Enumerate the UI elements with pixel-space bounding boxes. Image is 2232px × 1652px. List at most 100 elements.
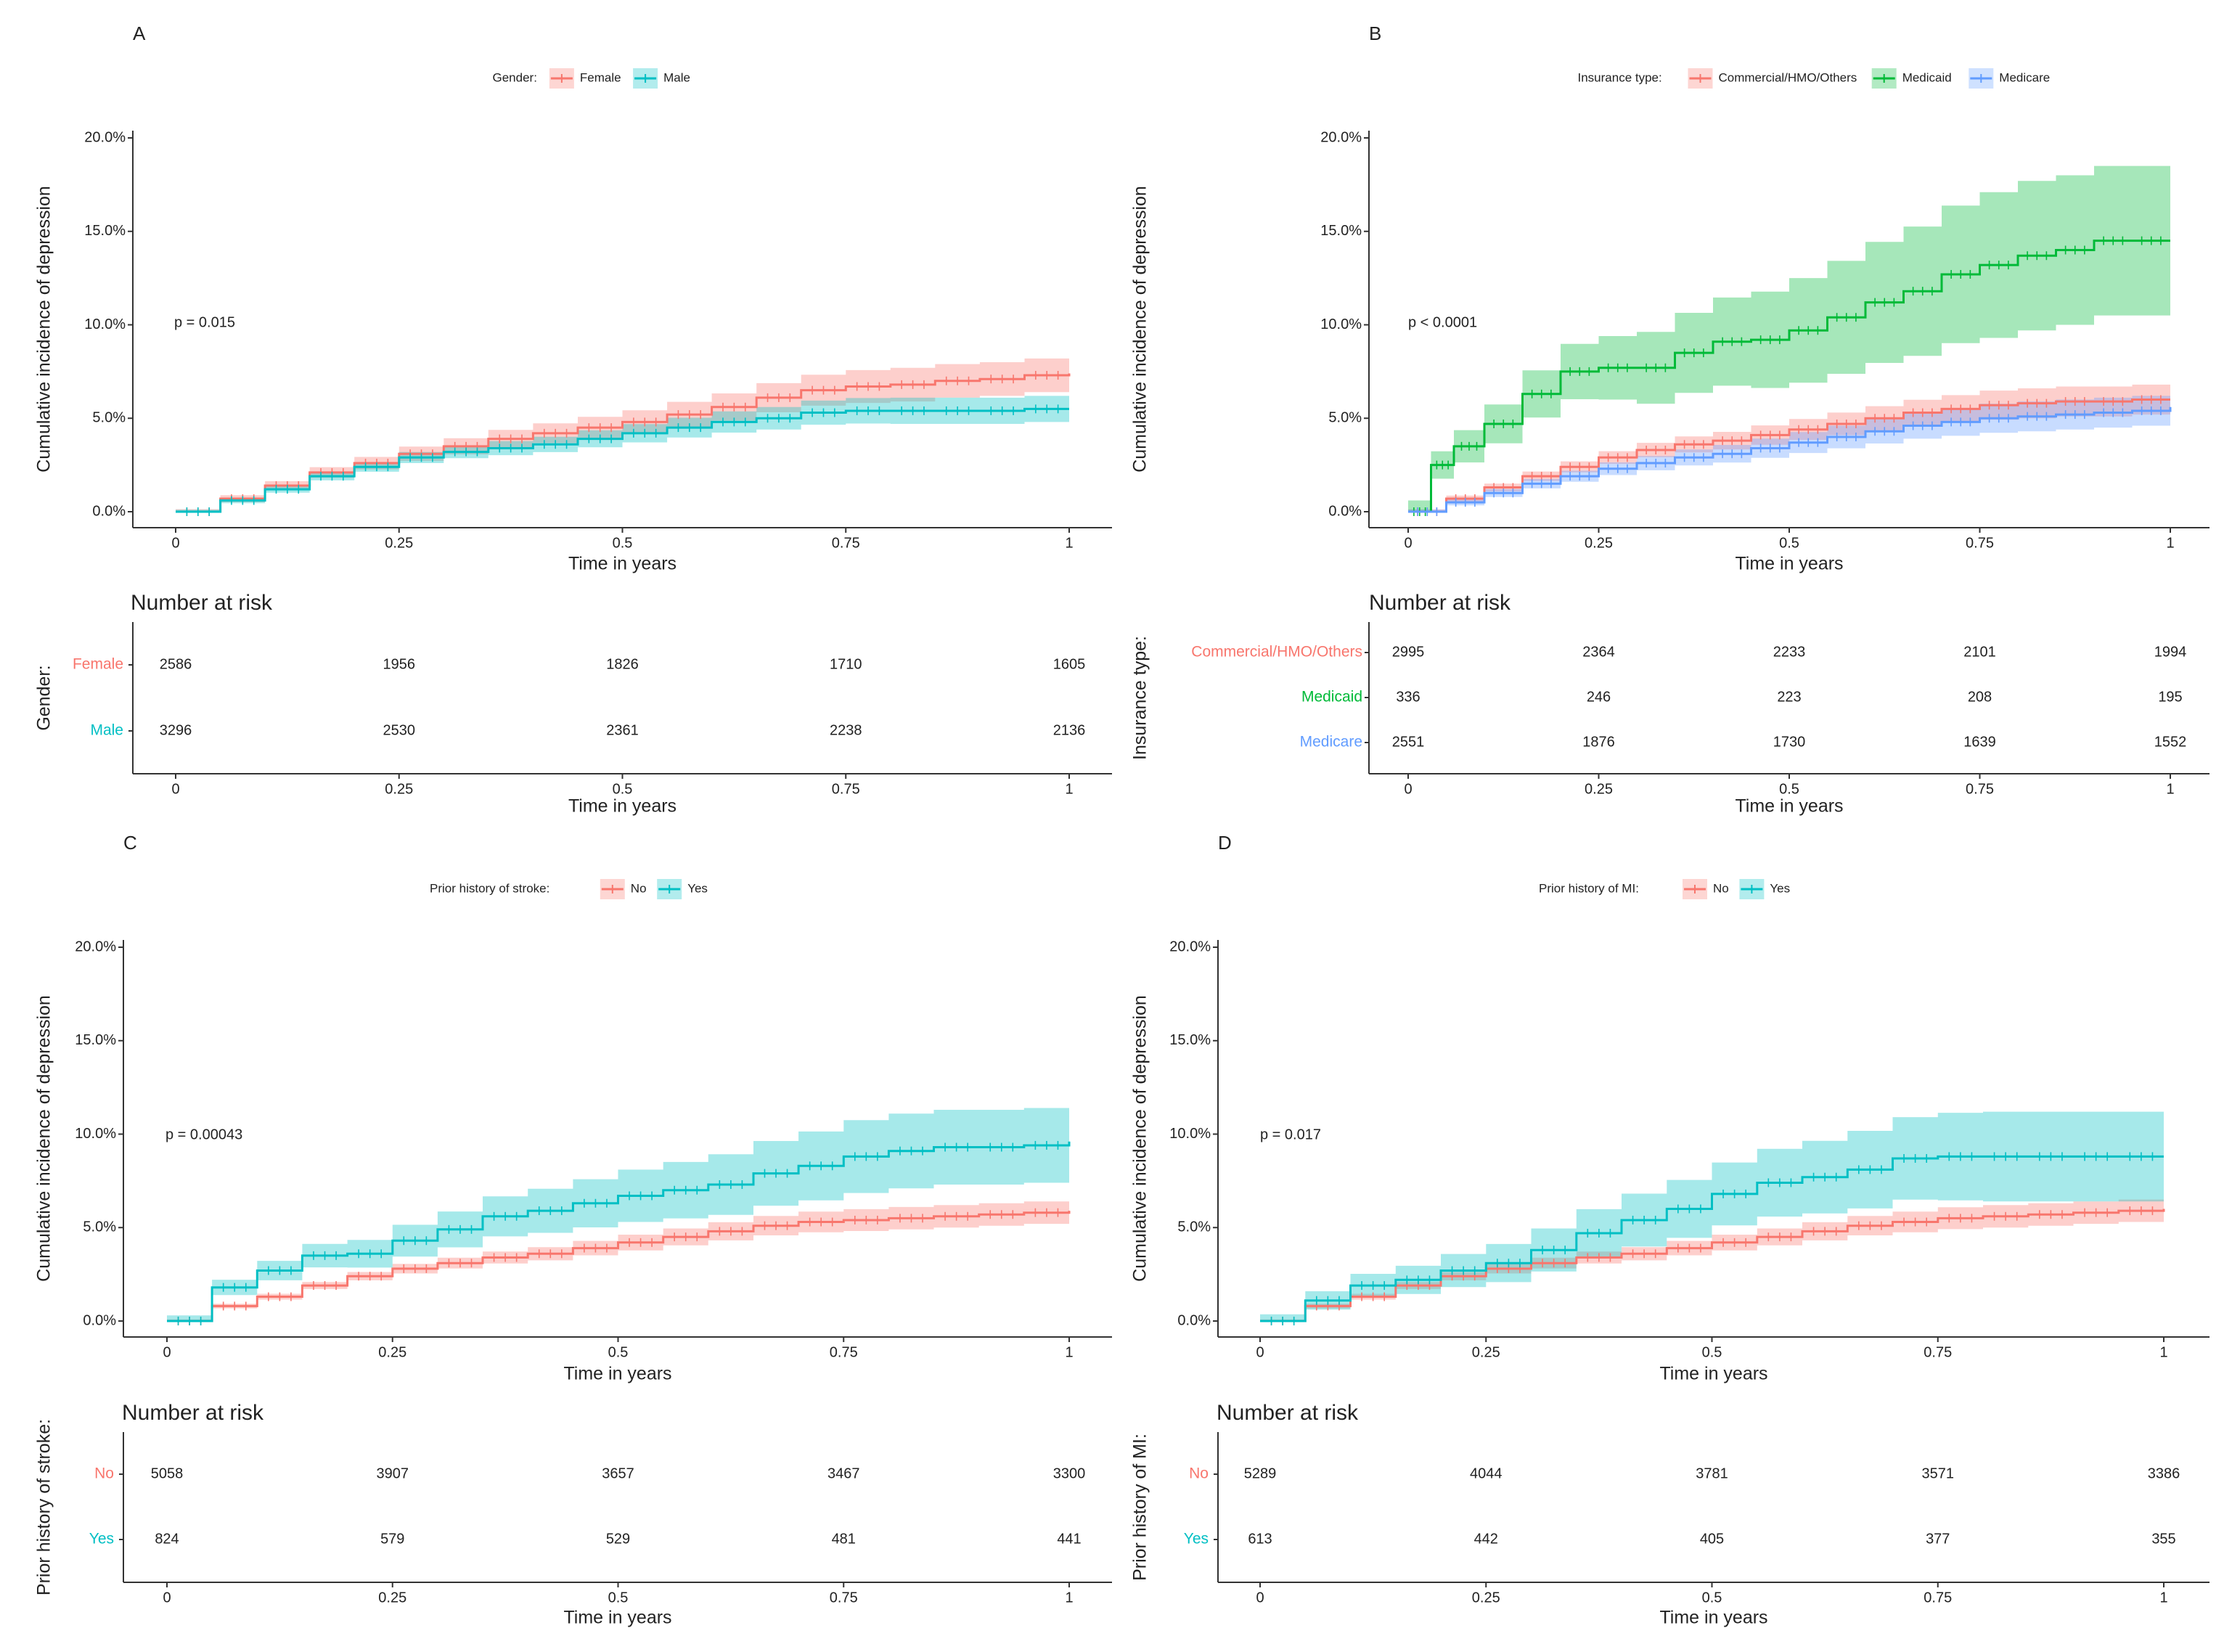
- x-axis-label: Time in years: [563, 1364, 671, 1384]
- risk-table-title: Number at risk: [1369, 591, 1511, 615]
- risk-x-axis-label: Time in years: [563, 1608, 671, 1628]
- risk-cell: 2101: [1963, 644, 1996, 660]
- risk-table: Number at risk No 5289 4044 3781 3571 3386 Yes 6…: [1130, 1401, 2209, 1628]
- risk-x-tick-label: 0.5: [608, 1590, 629, 1606]
- risk-cell: 1956: [383, 656, 416, 672]
- censor-marks: [186, 404, 1059, 516]
- legend-entry: Yes: [687, 881, 708, 895]
- risk-cell: 377: [1926, 1531, 1950, 1547]
- panel-b: B Insurance type: Commercial/HMO/Others Med…: [1130, 23, 2209, 817]
- risk-x-axis-label: Time in years: [568, 796, 676, 817]
- x-axis-label: Time in years: [1659, 1364, 1767, 1384]
- legend-title: Insurance type:: [1578, 70, 1662, 84]
- risk-table: Number at risk Female 2586 1956 1826 1710 1605…: [34, 591, 1112, 817]
- risk-cell: 223: [1777, 689, 1801, 705]
- censor-marks: [1270, 1152, 2154, 1325]
- risk-cell: 1730: [1773, 734, 1806, 750]
- x-tick-label: 0: [1256, 1344, 1264, 1360]
- legend: Prior history of stroke: No Yes: [430, 879, 708, 899]
- censor-marks: [177, 1140, 1059, 1325]
- y-tick-label: 20.0%: [75, 939, 116, 954]
- risk-row-label: Male: [90, 722, 123, 739]
- x-tick-label: 0: [171, 535, 179, 551]
- x-tick-label: 0: [1404, 535, 1412, 551]
- legend: Prior history of MI: No Yes: [1539, 879, 1790, 899]
- risk-x-tick-label: 0.25: [385, 781, 413, 797]
- x-tick-label: 1: [1065, 535, 1073, 551]
- series-line-yes: [1260, 1155, 2164, 1322]
- risk-cell: 3300: [1053, 1465, 1086, 1481]
- legend: Gender: Female Male: [493, 68, 690, 89]
- risk-cell: 405: [1700, 1531, 1724, 1547]
- x-tick-label: 0.5: [1702, 1344, 1722, 1360]
- x-tick-label: 0.5: [613, 535, 633, 551]
- legend-entry: No: [1713, 881, 1729, 895]
- risk-cell: 1605: [1053, 656, 1086, 672]
- risk-strata-title: Insurance type:: [1130, 636, 1150, 760]
- x-tick-label: 0.75: [832, 535, 860, 551]
- risk-cell: 195: [2158, 689, 2182, 705]
- risk-x-tick-label: 0.5: [613, 781, 633, 797]
- risk-cell: 5058: [151, 1465, 184, 1481]
- risk-cell: 441: [1057, 1531, 1081, 1547]
- y-tick-label: 0.0%: [83, 1312, 116, 1328]
- y-tick-label: 0.0%: [92, 503, 126, 519]
- risk-x-axis-label: Time in years: [1735, 796, 1843, 817]
- p-value: p = 0.017: [1260, 1126, 1321, 1142]
- risk-strata-title: Gender:: [34, 665, 54, 730]
- risk-row-label: No: [94, 1465, 114, 1482]
- risk-table: Number at risk Commercial/HMO/Others 2995 2…: [1130, 591, 2209, 817]
- censor-marks: [1413, 236, 2162, 516]
- x-tick-label: 1: [2159, 1344, 2167, 1360]
- x-tick-label: 1: [1065, 1344, 1073, 1360]
- risk-cell: 3386: [2148, 1465, 2180, 1481]
- risk-strata-title: Prior history of MI:: [1130, 1434, 1150, 1581]
- risk-cell: 3657: [602, 1465, 634, 1481]
- risk-cell: 2361: [606, 722, 639, 738]
- risk-cell: 2551: [1392, 734, 1425, 750]
- legend-entry: Medicare: [1999, 70, 2050, 84]
- y-tick-label: 15.0%: [84, 223, 126, 239]
- risk-cell: 1552: [2154, 734, 2187, 750]
- risk-cell: 246: [1587, 689, 1611, 705]
- risk-cell: 579: [380, 1531, 404, 1547]
- p-value: p = 0.00043: [165, 1126, 242, 1142]
- risk-cell: 824: [155, 1531, 179, 1547]
- risk-cell: 208: [1968, 689, 1992, 705]
- legend-title: Prior history of stroke:: [430, 881, 549, 895]
- x-tick-label: 0.25: [378, 1344, 406, 1360]
- y-tick-label: 15.0%: [75, 1032, 116, 1048]
- series-line-medicare: [1408, 406, 2172, 513]
- risk-cell: 3467: [827, 1465, 860, 1481]
- y-tick-label: 5.0%: [83, 1219, 116, 1235]
- legend-title: Prior history of MI:: [1539, 881, 1639, 895]
- y-tick-label: 5.0%: [1177, 1219, 1211, 1235]
- x-tick-label: 0.25: [1472, 1344, 1500, 1360]
- risk-x-tick-label: 0: [1256, 1590, 1264, 1606]
- legend-entry: Yes: [1770, 881, 1790, 895]
- y-tick-label: 10.0%: [1169, 1126, 1211, 1142]
- risk-row-label: Medicare: [1300, 734, 1362, 751]
- risk-cell: 3296: [160, 722, 192, 738]
- risk-x-tick-label: 0.25: [378, 1590, 406, 1606]
- risk-cell: 4044: [1470, 1465, 1503, 1481]
- risk-cell: 3907: [377, 1465, 409, 1481]
- legend: Insurance type: Commercial/HMO/Others Medi…: [1578, 68, 2050, 89]
- risk-x-tick-label: 0.75: [1924, 1590, 1952, 1606]
- y-tick-label: 10.0%: [1320, 316, 1362, 332]
- risk-table-title: Number at risk: [1217, 1401, 1359, 1425]
- x-tick-label: 0.75: [1966, 535, 1994, 551]
- legend-entry: Female: [580, 70, 621, 84]
- risk-cell: 1876: [1582, 734, 1615, 750]
- risk-x-tick-label: 0.25: [1585, 781, 1613, 797]
- x-tick-label: 0: [163, 1344, 171, 1360]
- risk-cell: 5289: [1244, 1465, 1277, 1481]
- y-tick-label: 0.0%: [1328, 503, 1362, 519]
- x-tick-label: 0.75: [1924, 1344, 1952, 1360]
- legend-entry: Commercial/HMO/Others: [1719, 70, 1857, 84]
- risk-cell: 529: [606, 1531, 630, 1547]
- y-tick-label: 20.0%: [84, 129, 126, 145]
- risk-x-tick-label: 0: [1404, 781, 1412, 797]
- x-axis-label: Time in years: [568, 554, 676, 574]
